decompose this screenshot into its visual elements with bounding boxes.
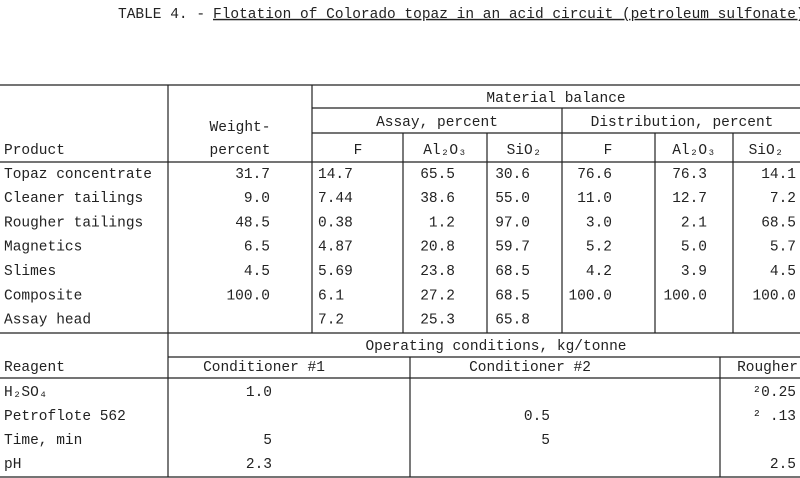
cell: 55.0 <box>495 191 530 207</box>
row-label: Composite <box>4 288 82 304</box>
cell: 1.2 <box>429 215 455 231</box>
cell: 9.0 <box>244 191 270 207</box>
cell: 20.8 <box>420 240 455 256</box>
cell: 7.2 <box>318 313 344 329</box>
cell: ² .13 <box>752 409 796 425</box>
column-header: Al₂O₃ <box>672 143 716 159</box>
reagent-header: Reagent <box>4 360 65 376</box>
cell: 76.6 <box>577 167 612 183</box>
cell: 7.44 <box>318 191 353 207</box>
column-header: SiO₂ <box>507 143 542 159</box>
cell: 14.7 <box>318 167 353 183</box>
cell: 7.2 <box>770 191 796 207</box>
cell: 2.1 <box>681 215 707 231</box>
cell: 100.0 <box>752 288 796 304</box>
cell: 4.5 <box>770 264 796 280</box>
cell: 3.9 <box>681 264 707 280</box>
row-label: Cleaner tailings <box>4 191 143 207</box>
cell: 48.5 <box>235 215 270 231</box>
column-header: F <box>354 143 363 159</box>
cell: 27.2 <box>420 288 455 304</box>
column-header: SiO₂ <box>749 143 784 159</box>
cell: 65.5 <box>420 167 455 183</box>
row-label: Topaz concentrate <box>4 167 152 183</box>
distribution-header: Distribution, percent <box>591 115 774 131</box>
cell: 2.3 <box>246 457 272 473</box>
cell: 0.5 <box>524 409 550 425</box>
cell: 4.2 <box>586 264 612 280</box>
weight-header: Weight- <box>210 120 271 136</box>
cell: 6.1 <box>318 288 344 304</box>
cell: 1.0 <box>246 385 272 401</box>
cell: ²0.25 <box>752 385 796 401</box>
rules <box>0 84 800 478</box>
group-header: Material balance <box>486 91 625 107</box>
cell: 5 <box>263 433 272 449</box>
weight-header: percent <box>210 143 271 159</box>
cell: 5.2 <box>586 240 612 256</box>
cell: 100.0 <box>568 288 612 304</box>
cell: 12.7 <box>672 191 707 207</box>
cell: 59.7 <box>495 240 530 256</box>
column-header: Rougher <box>737 360 798 376</box>
cell: 14.1 <box>761 167 796 183</box>
cell: 38.6 <box>420 191 455 207</box>
cell: 4.5 <box>244 264 270 280</box>
row-label: Petroflote 562 <box>4 409 126 425</box>
cell: 100.0 <box>663 288 707 304</box>
cell: 2.5 <box>770 457 796 473</box>
cell: 68.5 <box>495 288 530 304</box>
cell: 97.0 <box>495 215 530 231</box>
cell: 6.5 <box>244 240 270 256</box>
cell: 11.0 <box>577 191 612 207</box>
cell: 4.87 <box>318 240 353 256</box>
product-header: Product <box>4 143 65 159</box>
column-header: Conditioner #2 <box>469 360 591 376</box>
assay-header: Assay, percent <box>376 115 498 131</box>
cell: 5 <box>541 433 550 449</box>
cell: 3.0 <box>586 215 612 231</box>
cell: 5.69 <box>318 264 353 280</box>
table-label: TABLE 4. - <box>118 7 205 23</box>
cell: 68.5 <box>495 264 530 280</box>
cell: 5.0 <box>681 240 707 256</box>
cell: 30.6 <box>495 167 530 183</box>
cell: 76.3 <box>672 167 707 183</box>
row-label: Assay head <box>4 313 91 329</box>
cell: 25.3 <box>420 313 455 329</box>
row-label: Slimes <box>4 264 56 280</box>
cell: 5.7 <box>770 240 796 256</box>
cell: 65.8 <box>495 313 530 329</box>
cell: 0.38 <box>318 215 353 231</box>
row-label: Time, min <box>4 433 82 449</box>
column-header: Conditioner #1 <box>203 360 325 376</box>
row-label: Rougher tailings <box>4 215 143 231</box>
column-header: Al₂O₃ <box>423 143 467 159</box>
cell: 68.5 <box>761 215 796 231</box>
row-label: pH <box>4 457 21 473</box>
row-label: Magnetics <box>4 240 82 256</box>
row-label: H₂SO₄ <box>4 385 48 401</box>
table-title: Flotation of Colorado topaz in an acid c… <box>213 7 800 23</box>
cell: 100.0 <box>226 288 270 304</box>
group-header: Operating conditions, kg/tonne <box>365 339 626 355</box>
column-header: F <box>604 143 613 159</box>
cell: 31.7 <box>235 167 270 183</box>
cell: 23.8 <box>420 264 455 280</box>
